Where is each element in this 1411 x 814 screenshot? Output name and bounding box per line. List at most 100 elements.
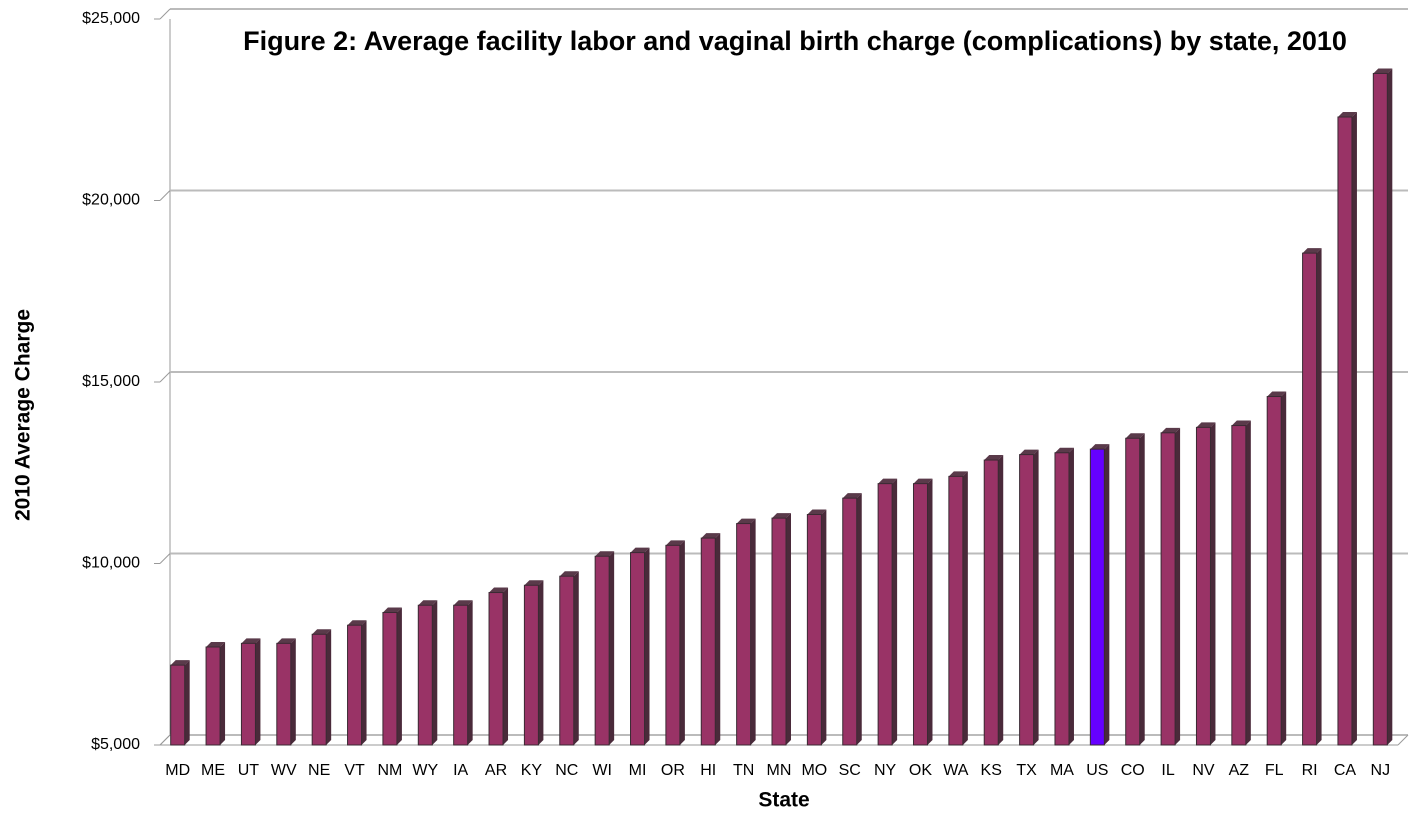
bar [1125,437,1141,746]
x-tick-label: WI [592,762,612,779]
y-tick-label: $25,000 [82,10,140,27]
x-tick-label: MI [629,762,647,779]
bar-top [1231,420,1251,426]
bar-top [276,638,296,644]
x-tick-label: CO [1121,762,1145,779]
x-tick-label: WV [271,762,297,779]
y-tick-label: $15,000 [82,373,140,390]
x-tick-label: TN [733,762,754,779]
x-tick-label: KS [981,762,1002,779]
bar [1372,72,1388,746]
bar [877,483,893,746]
bar-side [998,455,1004,745]
bar-top [1125,433,1145,439]
bar-side [1316,248,1322,745]
x-tick-label: NE [308,762,330,779]
bar-side [1068,447,1074,745]
bar-side [432,600,438,745]
x-tick-label: WA [943,762,969,779]
bar [453,604,469,746]
bar [311,633,327,746]
bar [948,475,964,746]
bar [240,642,256,746]
bar [630,552,646,746]
bar-top [170,660,190,666]
bar-side [644,547,650,745]
bar [1160,432,1176,746]
bar-side [1139,433,1145,745]
bar-top [418,600,438,606]
x-tick-label: KY [521,762,543,779]
x-tick-label: IL [1161,762,1174,779]
x-tick-label: HI [700,762,716,779]
bar [276,642,292,746]
bar-top [842,493,862,499]
x-axis-label: State [758,789,809,812]
bar [912,483,928,746]
bar-side [856,493,862,745]
bar-top [701,533,721,539]
bar-side [290,638,296,745]
x-tick-label: TX [1016,762,1037,779]
bar [523,584,539,746]
bar [736,523,752,746]
bar-side [396,607,402,745]
bar-top [1302,248,1322,254]
bar-side [1104,444,1110,745]
bar-side [326,629,332,745]
x-tick-label: MD [165,762,190,779]
bar-side [503,587,509,745]
bar-side [467,600,473,745]
bar [983,459,999,746]
bar [700,537,716,746]
bar-top [1161,427,1181,433]
x-tick-label: MN [767,762,792,779]
bar-top [630,547,650,553]
bar-side [609,551,615,745]
bar [806,513,822,746]
bar-top [489,587,509,593]
bar-top [1090,444,1110,450]
x-tick-label: UT [238,762,260,779]
bar-top [241,638,261,644]
bar-side [892,478,898,745]
bar [665,544,681,746]
bar [842,497,858,746]
bar-top [1337,112,1357,118]
x-tick-label: VT [344,762,365,779]
bar-top [665,540,685,546]
bar-side [927,478,933,745]
bar-side [962,471,968,745]
bar [1019,454,1035,746]
bar-top [1267,391,1287,397]
grid-line-depth [159,371,171,383]
x-tick-label: SC [839,762,861,779]
bar-side [573,571,579,745]
x-tick-label: RI [1302,762,1318,779]
bar-top [984,455,1004,461]
bar-side [786,513,791,745]
bar-top [559,571,579,577]
y-tick-label: $5,000 [91,736,140,753]
bar-side [1281,391,1287,745]
bar-top [382,607,402,613]
bar-side [1033,449,1039,745]
bar-side [1175,427,1181,745]
bar [1302,252,1318,746]
bar-top [807,509,827,515]
floor-edge [1397,734,1409,746]
y-tick-label: $10,000 [82,555,140,572]
bar-top [736,518,756,524]
bar-side [679,540,685,745]
x-tick-label: OK [909,762,932,779]
bar-top [913,478,933,484]
bar [771,517,787,746]
x-tick-label: CA [1334,762,1357,779]
bar-side [1387,68,1393,745]
y-tick-label: $20,000 [82,192,140,209]
x-tick-label: US [1086,762,1108,779]
bar [594,555,610,746]
bar-top [595,551,615,557]
bar-top [948,471,968,477]
